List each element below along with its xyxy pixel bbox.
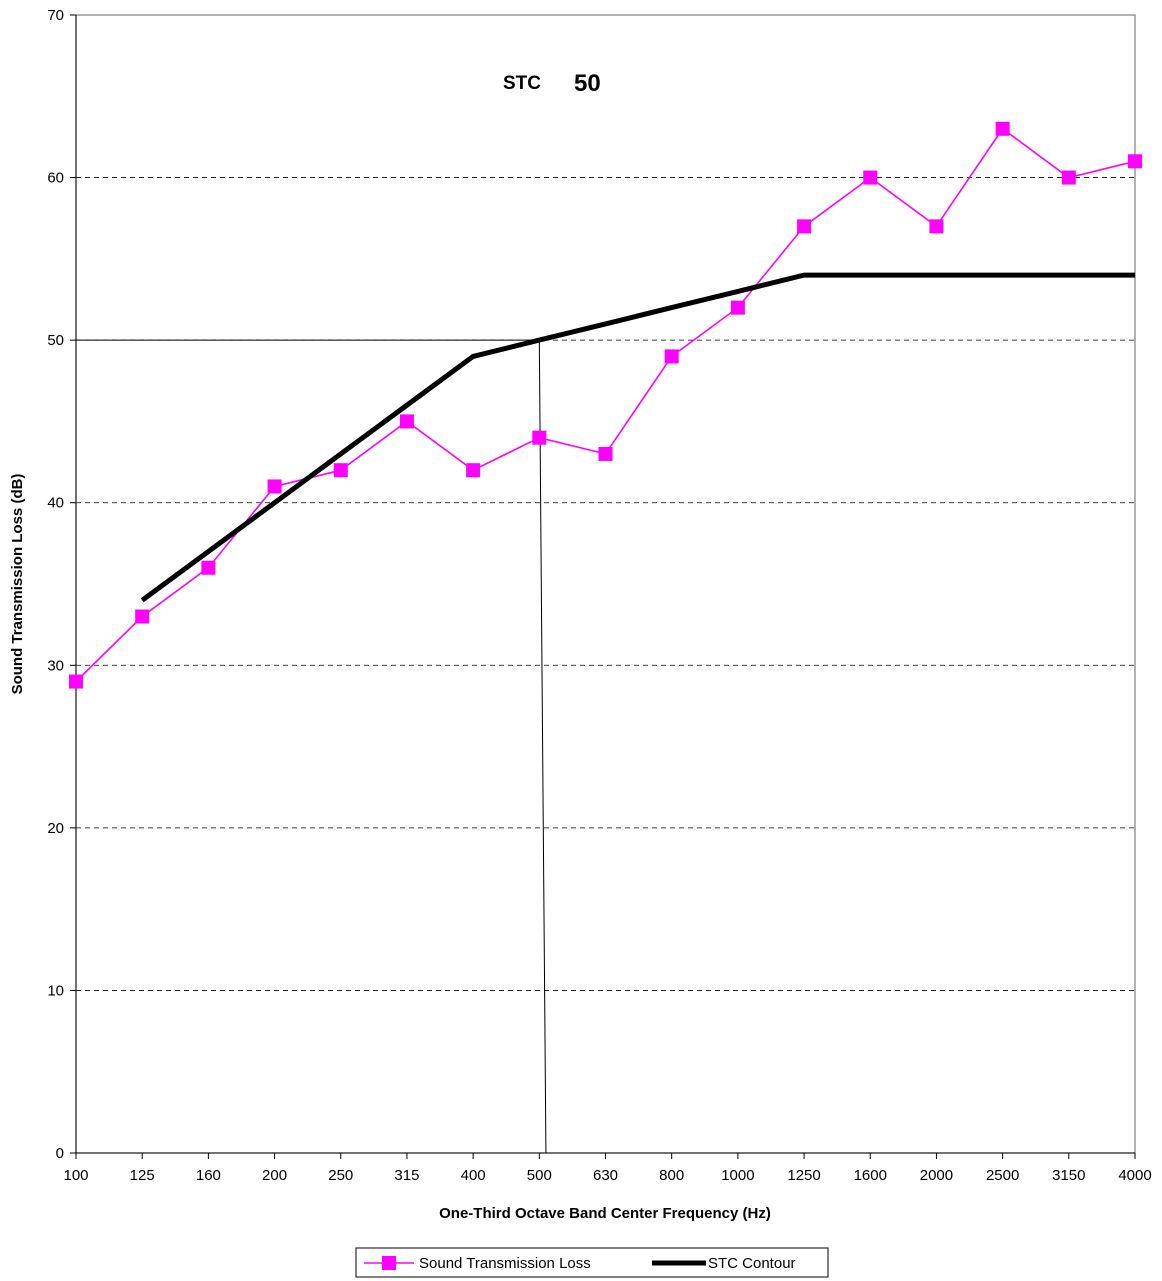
x-tick-label-630: 630 [593, 1167, 618, 1184]
data-point-stl-160 [201, 560, 216, 575]
data-point-stl-2000 [929, 219, 944, 234]
series-layer [69, 121, 1142, 689]
y-tick-label-30: 30 [47, 657, 64, 674]
y-axis-ticks: 0 10 20 30 40 50 60 70 [47, 7, 76, 1162]
x-tick-label-1250: 1250 [787, 1167, 820, 1184]
series-line-stc-contour [140, 272, 1135, 603]
x-tick-label-200: 200 [262, 1167, 287, 1184]
data-point-stl-500 [532, 430, 547, 445]
x-tick-label-1000: 1000 [721, 1167, 754, 1184]
data-point-stl-2500 [995, 121, 1010, 136]
data-point-stl-250 [333, 463, 348, 478]
y-tick-label-50: 50 [47, 332, 64, 349]
x-tick-label-315: 315 [394, 1167, 419, 1184]
data-point-stl-125 [135, 609, 150, 624]
data-point-stl-3150 [1061, 170, 1076, 185]
data-point-stl-1000 [730, 300, 745, 315]
data-point-stl-400 [466, 463, 481, 478]
legend-label-stl: Sound Transmission Loss [419, 1255, 591, 1272]
y-tick-label-0: 0 [56, 1145, 64, 1162]
stc-annotation-prefix: STC [503, 73, 541, 94]
data-point-stl-1250 [797, 219, 812, 234]
y-tick-label-20: 20 [47, 820, 64, 837]
y-tick-label-60: 60 [47, 170, 64, 187]
legend-label-stc: STC Contour [708, 1255, 796, 1272]
data-point-stl-315 [399, 414, 414, 429]
legend-box [355, 1247, 829, 1278]
x-tick-label-800: 800 [659, 1167, 684, 1184]
data-point-stl-800 [664, 349, 679, 364]
data-point-stl-4000 [1128, 154, 1142, 169]
x-axis-ticks: 100 125 160 200 250 315 400 500 630 800 1000 1250 16… [63, 1153, 1152, 1184]
reference-lines [76, 339, 547, 1154]
y-axis-title: Sound Transmission Loss (dB) [9, 474, 26, 695]
x-tick-label-400: 400 [461, 1167, 486, 1184]
x-tick-label-3150: 3150 [1052, 1167, 1085, 1184]
data-point-stl-100 [69, 674, 83, 689]
x-tick-label-500: 500 [527, 1167, 552, 1184]
x-tick-label-2000: 2000 [920, 1167, 953, 1184]
x-tick-label-2500: 2500 [986, 1167, 1019, 1184]
x-tick-label-4000: 4000 [1118, 1167, 1151, 1184]
x-tick-label-125: 125 [130, 1167, 155, 1184]
series-line-sound-transmission-loss [75, 127, 1136, 683]
gridlines [76, 177, 1135, 991]
x-tick-label-100: 100 [63, 1167, 88, 1184]
legend: Sound Transmission Loss STC Contour [355, 1247, 829, 1278]
data-point-stl-1600 [863, 170, 878, 185]
plot-area-frame [75, 14, 1136, 1154]
data-point-stl-200 [267, 479, 282, 494]
y-tick-label-70: 70 [47, 7, 64, 24]
y-tick-label-40: 40 [47, 495, 64, 512]
reference-line-vertical [538, 340, 547, 1154]
x-axis-title: One-Third Octave Band Center Frequency (… [439, 1205, 771, 1222]
data-point-stl-630 [598, 446, 613, 461]
y-tick-label-10: 10 [47, 982, 64, 999]
x-tick-label-160: 160 [196, 1167, 221, 1184]
x-tick-label-1600: 1600 [854, 1167, 887, 1184]
stc-annotation-value: 50 [574, 70, 601, 97]
x-tick-label-250: 250 [328, 1167, 353, 1184]
legend-swatch-marker-stl [382, 1256, 396, 1270]
